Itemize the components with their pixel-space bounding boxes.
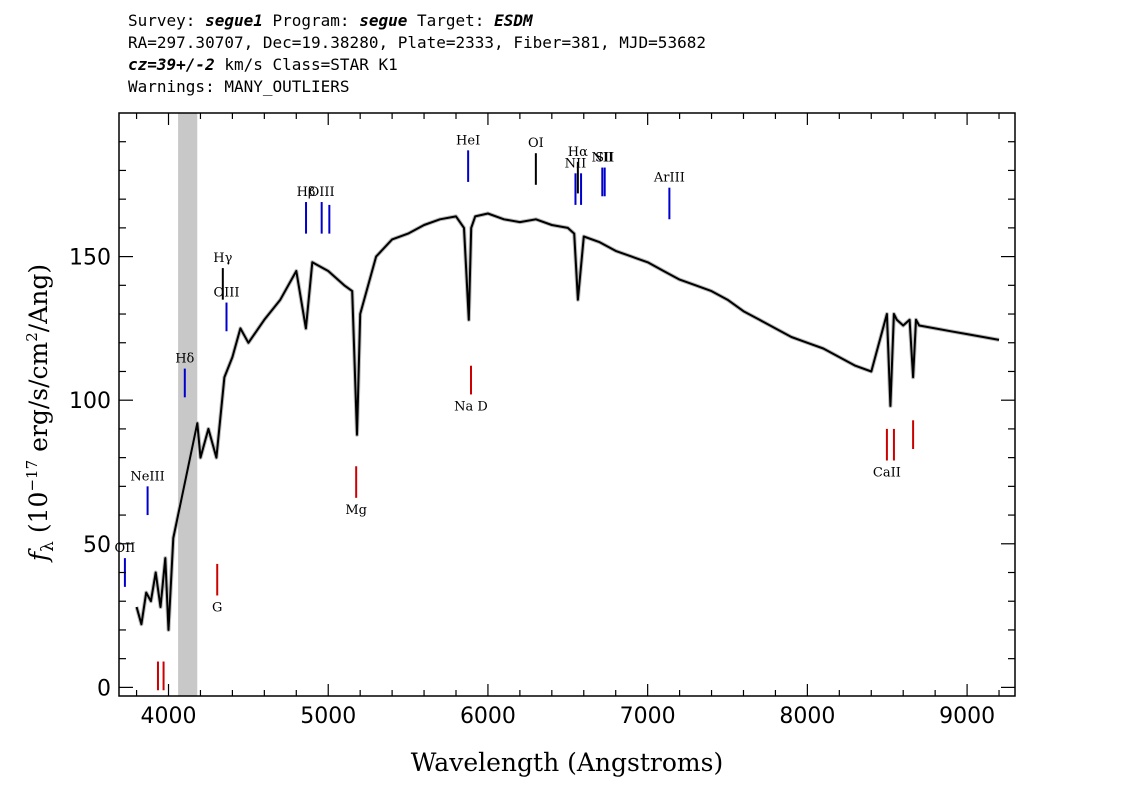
emission-line-label: Hβ <box>297 185 316 200</box>
header-line-redshift: cz=39+/-2 km/s Class=STAR K1 <box>128 54 706 76</box>
header-text-part: segue <box>359 11 408 30</box>
y-tick-label: 0 <box>97 676 111 701</box>
absorption-line-label: CaII <box>873 466 901 481</box>
header-text-part: Target: <box>407 11 495 30</box>
emission-line-label: NII <box>565 156 587 171</box>
y-axis-label-part: −17 <box>23 460 41 492</box>
emission-line-label: Hδ <box>175 352 194 367</box>
header-line-survey: Survey: segue1 Program: segue Target: ES… <box>128 10 706 32</box>
y-axis-label-part: /Ang) <box>24 264 53 332</box>
y-axis-label-part: f <box>24 548 53 563</box>
spectrum-line <box>135 212 1000 631</box>
spectrum-header: Survey: segue1 Program: segue Target: ES… <box>128 10 706 98</box>
emission-line-label: NII <box>591 151 613 166</box>
emission-line-label: OI <box>528 136 544 151</box>
emission-line-label: OIII <box>309 185 335 200</box>
x-tick-label: 5000 <box>300 704 356 729</box>
x-axis-label: Wavelength (Angstroms) <box>411 748 723 777</box>
y-tick-label: 100 <box>69 389 111 414</box>
emission-line-label: HeI <box>456 133 480 148</box>
emission-line-label: Hα <box>568 145 588 160</box>
x-tick-label: 6000 <box>460 704 516 729</box>
x-tick-label: 8000 <box>779 704 835 729</box>
x-tick-label: 9000 <box>939 704 995 729</box>
header-line-warnings: Warnings: MANY_OUTLIERS <box>128 77 350 96</box>
x-tick-label: 4000 <box>141 704 197 729</box>
y-axis-label-part: erg/s/cm <box>24 342 53 460</box>
emission-line-label: NeIII <box>130 469 164 484</box>
absorption-line-label: Na D <box>454 399 488 414</box>
header-text-part: segue1 <box>205 11 263 30</box>
absorption-line-label: G <box>212 600 222 615</box>
y-axis-label-part: λ <box>38 541 58 552</box>
y-tick-label: 150 <box>69 246 111 271</box>
emission-line-label: Hγ <box>213 251 232 266</box>
header-text-part: km/s Class=STAR K1 <box>214 55 398 74</box>
masked-band <box>178 113 198 696</box>
header-text-part: ESDM <box>494 11 533 30</box>
emission-line-label: ArIII <box>653 171 685 186</box>
emission-line-label: OIII <box>213 286 239 301</box>
emission-line-label: SII <box>595 151 614 166</box>
header-text-part: Survey: <box>128 11 206 30</box>
y-tick-label: 50 <box>83 533 111 558</box>
y-axis-label: fλ (10−17 erg/s/cm2/Ang) <box>23 264 58 563</box>
header-line-coordinates: RA=297.30707, Dec=19.38280, Plate=2333, … <box>128 33 706 52</box>
spectrum-error-band <box>134 211 1000 632</box>
y-axis-label-part: (10 <box>24 492 53 542</box>
absorption-line-label: Mg <box>345 503 367 518</box>
y-axis-label-part: 2 <box>23 332 41 342</box>
plot-frame <box>118 112 1016 697</box>
x-tick-label: 7000 <box>620 704 676 729</box>
header-text-part: cz=39+/-2 <box>128 55 215 74</box>
header-text-part: Program: <box>262 11 360 30</box>
